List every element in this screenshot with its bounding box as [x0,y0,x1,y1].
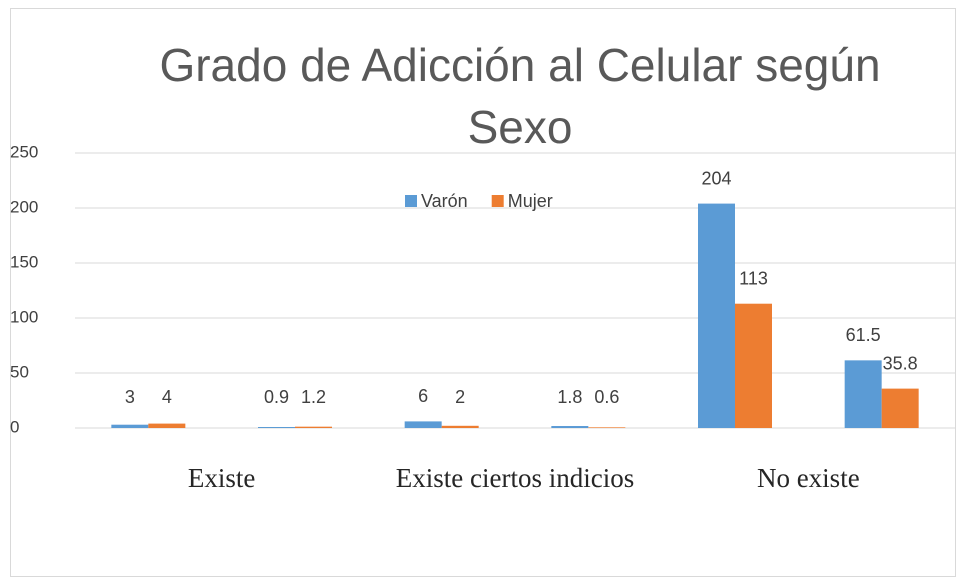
bar [258,427,295,428]
x-tick-label: No existe [757,463,860,493]
legend-swatch [405,195,417,207]
bar [844,360,882,428]
y-tick-label: 50 [10,362,29,381]
y-tick-label: 0 [10,417,19,436]
chart-border [10,8,956,577]
y-tick-label: 200 [10,197,38,216]
data-label: 0.9 [264,387,289,407]
bar [441,425,479,428]
bar [148,423,186,428]
legend-label: Mujer [508,191,553,211]
bar [588,427,626,428]
bar [404,421,442,428]
data-label: 113 [739,268,768,288]
bar [735,303,772,428]
legend-label: Varón [421,191,468,211]
legend-swatch [491,195,504,207]
bar [111,424,149,428]
bar [551,426,589,428]
bar [698,203,735,428]
data-label: 4 [162,387,172,407]
data-label: 204 [701,168,731,188]
data-label: 1.2 [301,387,326,407]
data-label: 35.8 [883,353,918,373]
y-tick-label: 100 [10,307,38,326]
data-label: 6 [418,386,428,406]
x-tick-label: Existe ciertos indicios [396,463,634,493]
y-tick-label: 150 [10,252,38,271]
bar [295,426,332,428]
data-label: 61.5 [846,325,881,345]
bar [881,388,919,428]
y-tick-label: 250 [10,142,38,161]
data-label: 1.8 [557,387,582,407]
data-label: 3 [125,387,135,407]
chart-title: Grado de Adicción al Celular según Sexo [159,39,881,153]
data-label: 2 [455,387,465,407]
data-label: 0.6 [594,387,619,407]
x-tick-label: Existe [188,463,256,493]
